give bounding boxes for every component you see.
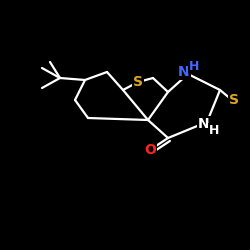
Text: S: S <box>229 93 239 107</box>
Text: O: O <box>144 143 156 157</box>
Text: N: N <box>178 65 190 79</box>
Text: N: N <box>198 117 210 131</box>
Text: H: H <box>189 60 199 72</box>
Text: H: H <box>209 124 219 136</box>
Text: S: S <box>133 75 143 89</box>
